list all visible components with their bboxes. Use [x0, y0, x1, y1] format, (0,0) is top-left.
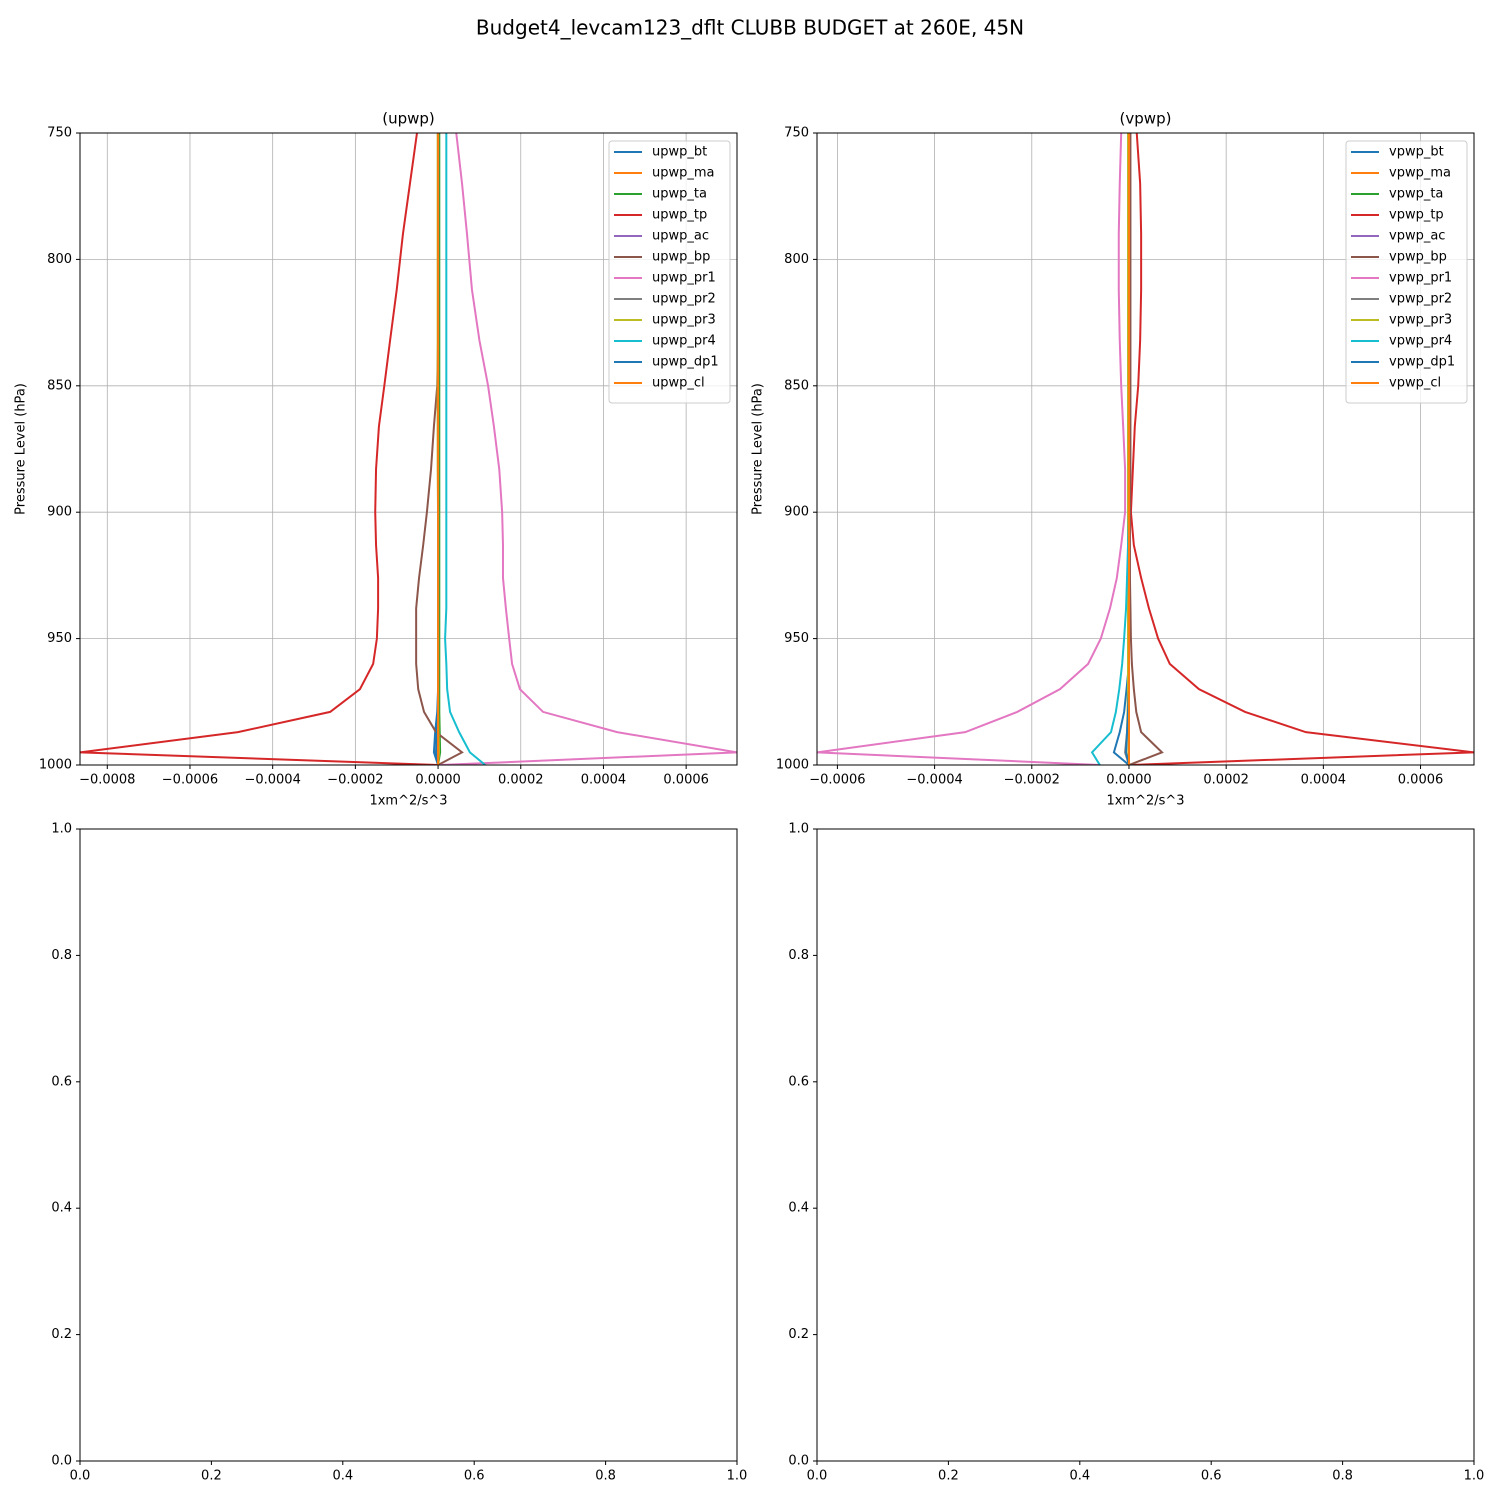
x-tick-label: 0.8	[595, 1469, 616, 1484]
x-tick-label: 1.0	[1464, 1469, 1485, 1484]
x-tick-label: −0.0006	[809, 773, 865, 788]
legend-label: vpwp_pr2	[1389, 292, 1452, 307]
series-line	[817, 133, 1127, 765]
x-tick-label: 0.4	[332, 1469, 353, 1484]
y-tick-label: 950	[47, 631, 72, 646]
axes-frame	[79, 828, 738, 1462]
legend-label: upwp_dp1	[652, 355, 719, 370]
x-tick-label: 0.0	[70, 1469, 91, 1484]
x-tick-label: 1.0	[727, 1469, 748, 1484]
legend-label: vpwp_pr1	[1389, 271, 1452, 286]
x-tick-label: −0.0002	[327, 773, 383, 788]
legend-label: upwp_ac	[652, 229, 709, 244]
x-tick-label: 0.6	[464, 1469, 485, 1484]
y-tick-label: 0.4	[51, 1201, 72, 1216]
legend-box	[1345, 140, 1468, 404]
y-tick-label: 0.2	[788, 1327, 809, 1342]
axes-frame	[816, 828, 1475, 1462]
y-tick-label: 1.0	[788, 822, 809, 837]
y-axis-label: Pressure Level (hPa)	[751, 383, 766, 515]
y-tick-label: 0.0	[788, 1454, 809, 1469]
series-line	[437, 133, 442, 765]
legend-label: vpwp_bp	[1389, 250, 1447, 265]
legend-label: vpwp_ac	[1389, 229, 1445, 244]
x-tick-label: 0.2	[938, 1469, 959, 1484]
legend-label: vpwp_tp	[1389, 208, 1444, 223]
x-tick-label: 0.0002	[1203, 773, 1249, 788]
legend-label: vpwp_bt	[1389, 145, 1444, 160]
x-tick-label: −0.0004	[244, 773, 300, 788]
x-tick-label: −0.0006	[162, 773, 218, 788]
y-tick-label: 1000	[776, 758, 809, 773]
x-tick-label: 0.0006	[1398, 773, 1444, 788]
y-tick-label: 750	[784, 126, 809, 141]
series-line	[80, 133, 439, 765]
x-tick-label: 0.2	[201, 1469, 222, 1484]
legend-label: upwp_ta	[652, 187, 707, 202]
x-tick-label: 0.0006	[663, 773, 709, 788]
axes-frame	[816, 132, 1475, 766]
y-tick-label: 0.8	[788, 948, 809, 963]
legend-label: upwp_bp	[652, 250, 710, 265]
x-tick-label: −0.0002	[1004, 773, 1060, 788]
legend-label: vpwp_dp1	[1389, 355, 1455, 370]
legend-label: upwp_pr2	[652, 292, 716, 307]
y-axis-label: Pressure Level (hPa)	[14, 383, 29, 515]
y-tick-label: 900	[784, 505, 809, 520]
axes-title: (vpwp)	[1120, 110, 1172, 128]
x-tick-label: 0.6	[1201, 1469, 1222, 1484]
x-tick-label: 0.0	[807, 1469, 828, 1484]
x-axis-label: 1xm^2/s^3	[369, 794, 447, 809]
legend-label: vpwp_pr4	[1389, 334, 1452, 349]
axes-title: (upwp)	[382, 110, 435, 128]
legend-label: vpwp_ta	[1389, 187, 1443, 202]
figure-title: Budget4_levcam123_dflt CLUBB BUDGET at 2…	[476, 16, 1024, 40]
x-tick-label: 0.8	[1332, 1469, 1353, 1484]
legend-label: upwp_cl	[652, 376, 705, 391]
x-axis-label: 1xm^2/s^3	[1106, 794, 1184, 809]
legend-label: vpwp_ma	[1389, 166, 1451, 181]
y-tick-label: 0.8	[51, 948, 72, 963]
x-tick-label: 0.0000	[1106, 773, 1152, 788]
legend-label: upwp_bt	[652, 145, 707, 160]
legend-label: upwp_ma	[652, 166, 715, 181]
legend-label: upwp_pr4	[652, 334, 716, 349]
x-tick-label: 0.0000	[415, 773, 461, 788]
y-tick-label: 850	[784, 378, 809, 393]
y-tick-label: 1.0	[51, 822, 72, 837]
plot-area	[817, 133, 1474, 765]
x-tick-label: −0.0004	[906, 773, 962, 788]
y-tick-label: 900	[47, 505, 72, 520]
y-tick-label: 0.4	[788, 1201, 809, 1216]
y-tick-label: 800	[47, 252, 72, 267]
legend-label: vpwp_pr3	[1389, 313, 1452, 328]
y-tick-label: 0.0	[51, 1454, 72, 1469]
legend-label: upwp_pr3	[652, 313, 716, 328]
legend-label: vpwp_cl	[1389, 376, 1441, 391]
x-tick-label: 0.0004	[581, 773, 627, 788]
legend-label: upwp_tp	[652, 208, 707, 223]
x-tick-label: 0.4	[1069, 1469, 1090, 1484]
y-tick-label: 800	[784, 252, 809, 267]
series-line	[444, 133, 486, 765]
plot-area	[80, 133, 737, 765]
x-tick-label: −0.0008	[79, 773, 135, 788]
series-line	[440, 133, 737, 765]
y-tick-label: 750	[47, 126, 72, 141]
y-tick-label: 0.6	[788, 1074, 809, 1089]
y-tick-label: 850	[47, 378, 72, 393]
series-line	[1128, 133, 1474, 765]
y-tick-label: 950	[784, 631, 809, 646]
y-tick-label: 1000	[39, 758, 72, 773]
axes-frame	[79, 132, 738, 766]
y-tick-label: 0.2	[51, 1327, 72, 1342]
legend-label: upwp_pr1	[652, 271, 716, 286]
x-tick-label: 0.0004	[1301, 773, 1347, 788]
y-tick-label: 0.6	[51, 1074, 72, 1089]
x-tick-label: 0.0002	[498, 773, 544, 788]
legend-box	[608, 140, 731, 404]
